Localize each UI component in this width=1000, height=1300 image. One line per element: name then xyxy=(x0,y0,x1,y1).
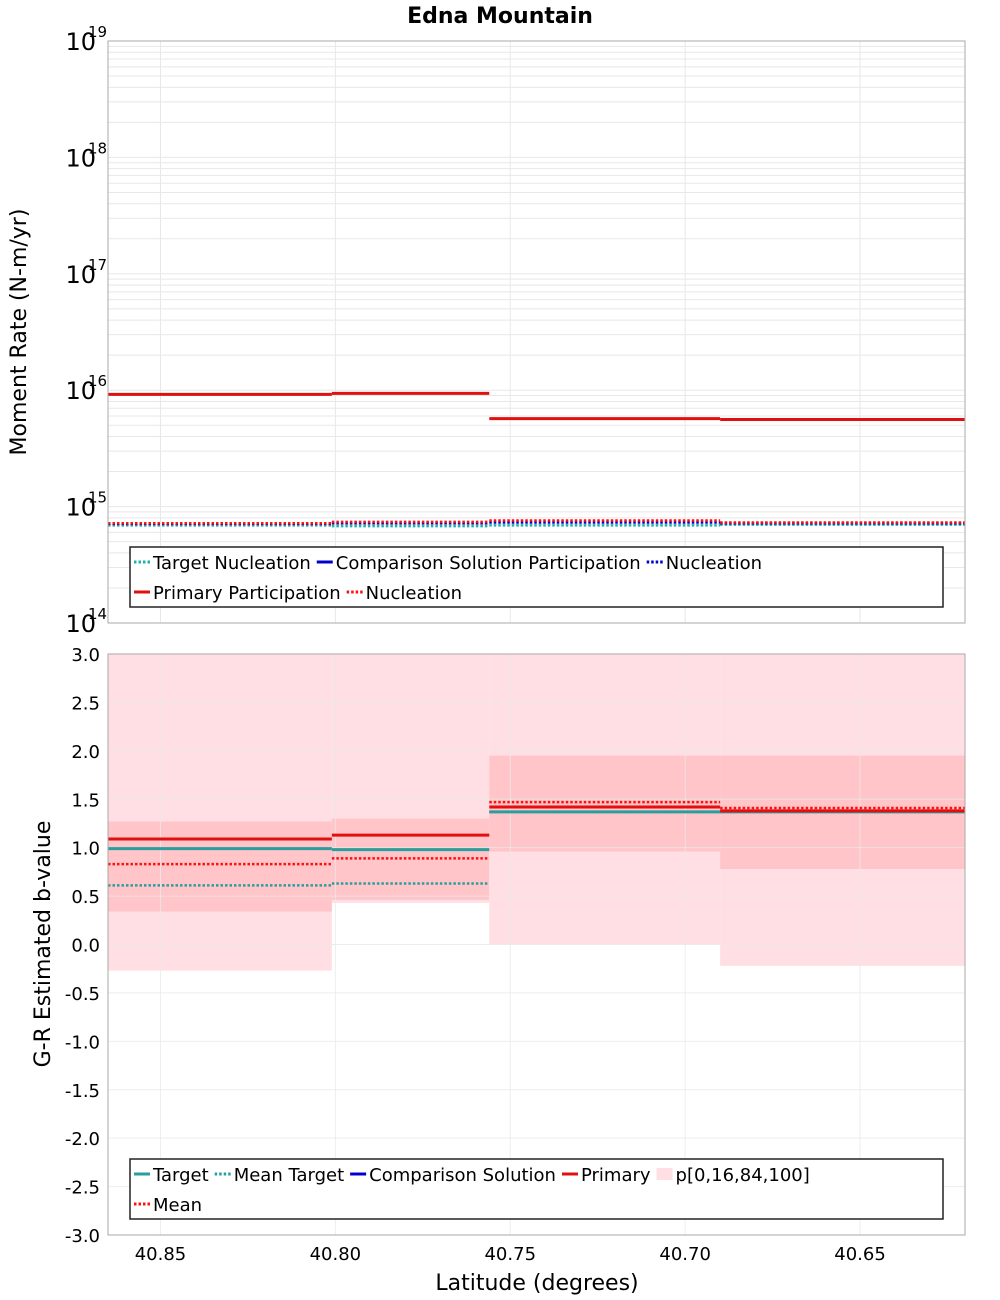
moment-rate-legend-box xyxy=(129,546,944,608)
b-value-y-tick-10: -2.0 xyxy=(65,1129,100,1150)
band-outer-bin-0 xyxy=(108,654,332,971)
x-axis-label: Latitude (degrees) xyxy=(435,1271,638,1296)
moment-rate-y-tick-exp-18: 18 xyxy=(88,139,107,157)
moment-rate-legend-label-nucleation: Nucleation xyxy=(366,583,462,604)
x-tick-4: 40.65 xyxy=(834,1244,886,1265)
band-inner-bin-2 xyxy=(489,755,721,852)
moment-rate-y-tick-base-14: 10 xyxy=(65,610,96,638)
b-value-legend-label-primary: Primary xyxy=(581,1165,651,1186)
b-value-y-ticks: 3.0 2.5 2.0 1.5 1.0 0.5 0.0 -0.5 -1.0 -1.5 -2.0 -2.… xyxy=(65,645,100,1247)
b-value-y-tick-7: -0.5 xyxy=(65,984,100,1005)
b-value-legend-label-mean-target: Mean Target xyxy=(234,1165,344,1186)
b-value-y-tick-5: 0.5 xyxy=(71,887,100,908)
b-value-legend-label-mean: Mean xyxy=(153,1195,202,1216)
b-value-legend-box xyxy=(129,1158,944,1220)
moment-rate-y-tick-base-15: 10 xyxy=(65,494,96,522)
b-value-legend-label-target: Target xyxy=(152,1165,209,1186)
b-value-y-tick-6: 0.0 xyxy=(71,936,100,957)
b-value-legend-swatch-band xyxy=(656,1168,673,1180)
b-value-y-tick-1: 2.5 xyxy=(71,693,100,714)
b-value-y-tick-0: 3.0 xyxy=(71,645,100,666)
moment-rate-y-tick-exp-15: 15 xyxy=(88,489,107,507)
x-tick-0: 40.85 xyxy=(135,1244,187,1265)
b-value-y-tick-11: -2.5 xyxy=(65,1178,100,1199)
moment-rate-y-tick-base-18: 10 xyxy=(65,144,96,172)
b-value-y-axis-label: G-R Estimated b-value xyxy=(31,821,56,1068)
moment-rate-y-tick-base-16: 10 xyxy=(65,377,96,405)
b-value-y-tick-3: 1.5 xyxy=(71,790,100,811)
moment-rate-plot-frame xyxy=(107,40,966,624)
b-value-series xyxy=(108,800,965,887)
b-value-y-tick-9: -1.5 xyxy=(65,1081,100,1102)
moment-rate-series xyxy=(108,391,965,528)
x-tick-1: 40.80 xyxy=(310,1244,362,1265)
x-tick-3: 40.70 xyxy=(659,1244,711,1265)
moment-rate-legend-label-nucleation: Nucleation xyxy=(666,553,762,574)
b-value-y-tick-8: -1.0 xyxy=(65,1032,100,1053)
moment-rate-y-tick-exp-19: 19 xyxy=(88,23,107,41)
band-inner-bin-0 xyxy=(108,821,332,912)
moment-rate-y-tick-base-19: 10 xyxy=(65,28,96,56)
b-value-legend-label-comparison-solution: Comparison Solution xyxy=(369,1165,556,1186)
latitude-x-ticks: 40.85 40.80 40.75 40.70 40.65 xyxy=(135,1244,886,1265)
x-tick-2: 40.75 xyxy=(484,1244,536,1265)
moment-rate-legend-label-comparison-solution-participation: Comparison Solution Participation xyxy=(336,553,641,574)
b-value-y-tick-12: -3.0 xyxy=(65,1226,100,1247)
b-value-panel: 3.0 2.5 2.0 1.5 1.0 0.5 0.0 -0.5 -1.0 -1.5 -2.0 -2.… xyxy=(31,645,966,1296)
b-value-y-tick-2: 2.0 xyxy=(71,742,100,763)
chart-title: Edna Mountain xyxy=(407,4,593,29)
moment-rate-plot-area xyxy=(108,41,965,623)
b-value-plot-frame xyxy=(107,653,966,1236)
moment-rate-y-tick-exp-14: 14 xyxy=(88,605,107,623)
moment-rate-y-axis-label: Moment Rate (N-m/yr) xyxy=(7,209,32,456)
moment-rate-legend-label-primary-participation: Primary Participation xyxy=(153,583,341,604)
moment-rate-legend: Target Nucleation Comparison Solution Par… xyxy=(129,546,944,608)
moment-rate-y-tick-base-17: 10 xyxy=(65,261,96,289)
moment-rate-y-tick-exp-17: 17 xyxy=(88,256,107,274)
b-value-legend-label-p-0-16-84-100: p[0,16,84,100] xyxy=(676,1165,810,1186)
moment-rate-legend-label-target-nucleation: Target Nucleation xyxy=(152,553,311,574)
b-value-legend: Target Mean Target Comparison Solution Prim… xyxy=(129,1158,944,1220)
b-value-y-tick-4: 1.0 xyxy=(71,839,100,860)
moment-rate-y-tick-exp-16: 16 xyxy=(88,372,107,390)
